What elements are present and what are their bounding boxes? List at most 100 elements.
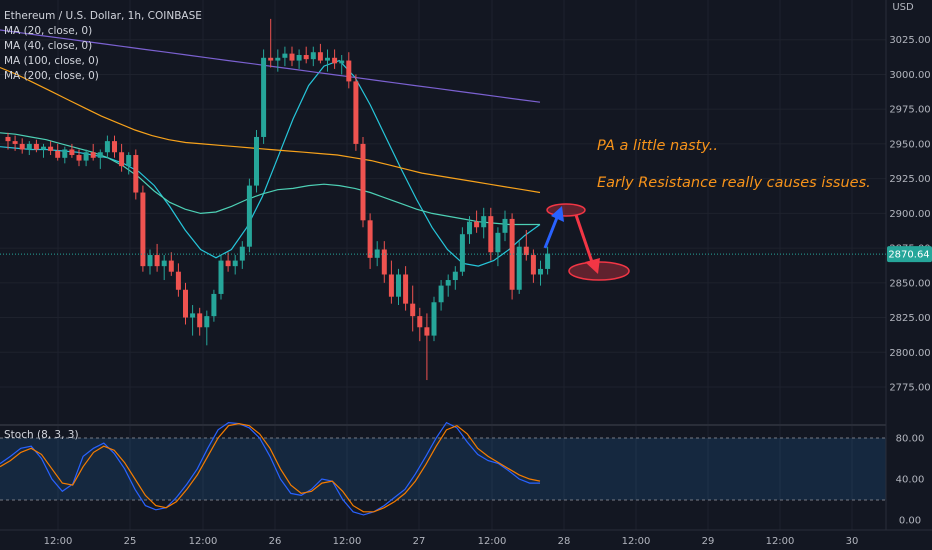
candle-up <box>232 260 238 267</box>
resistance-ellipse[interactable] <box>546 203 586 217</box>
time-tick-label: 12:00 <box>622 536 651 547</box>
ma-line <box>0 59 541 267</box>
oscillator-axis[interactable]: 80.00 40.00 0.00 <box>896 434 925 527</box>
candle-down <box>332 57 338 64</box>
candle-down <box>388 274 394 297</box>
symbol-title[interactable]: Ethereum / U.S. Dollar, 1h, COINBASE <box>4 10 202 22</box>
ma-line <box>0 132 540 226</box>
candle-up <box>161 260 167 267</box>
candle-up <box>438 285 444 303</box>
time-tick-label: 29 <box>702 536 715 547</box>
candle-up <box>204 316 210 328</box>
candle-up <box>296 55 302 61</box>
candle-down <box>530 255 536 275</box>
candle-down <box>168 260 174 272</box>
candle-up <box>62 149 68 158</box>
candle-down <box>367 220 373 258</box>
candle-down <box>112 141 117 153</box>
candle-down <box>488 216 494 253</box>
annotation-line-2[interactable]: Early Resistance really causes issues. <box>597 175 871 191</box>
candle-up <box>545 253 551 269</box>
candle-down <box>33 143 39 150</box>
candle-up <box>254 136 259 186</box>
time-tick-label: 12:00 <box>333 536 362 547</box>
last-price-value: 2870.64 <box>888 250 929 261</box>
candle-up <box>218 260 224 294</box>
time-axis[interactable]: 12:00 25 12:00 26 12:00 27 12:00 28 12:00 29 12:00… <box>44 536 859 547</box>
candle-up <box>445 280 451 286</box>
candle-down <box>48 146 54 151</box>
time-tick-label: 25 <box>124 536 137 547</box>
candle-up <box>516 246 522 290</box>
stochastic-lines <box>0 421 541 516</box>
candle-down <box>268 57 274 61</box>
price-tick-label: 2925.00 <box>889 174 930 185</box>
annotation-line-1[interactable]: PA a little nasty.. <box>597 138 718 154</box>
ma-line <box>0 29 541 103</box>
candle-up <box>325 57 330 61</box>
candlesticks <box>5 18 551 381</box>
candle-up <box>83 152 89 161</box>
candle-up <box>239 246 245 261</box>
candle-down <box>289 53 295 61</box>
candle-down <box>90 152 96 158</box>
price-axis[interactable]: 3025.00 3000.00 2975.00 2950.00 2925.00 2900.… <box>889 35 930 393</box>
time-tick-label: 30 <box>846 536 859 547</box>
candle-down <box>417 316 423 328</box>
candle-down <box>154 255 160 267</box>
candle-up <box>459 234 465 272</box>
candle-down <box>76 155 82 161</box>
candle-down <box>55 150 61 158</box>
candle-down <box>175 271 181 290</box>
price-tick-label: 2775.00 <box>889 383 930 394</box>
up-arrow-head[interactable] <box>551 206 564 222</box>
candle-down <box>183 289 188 318</box>
ma200-legend[interactable]: MA (200, close, 0) <box>4 70 99 82</box>
ma100-legend[interactable]: MA (100, close, 0) <box>4 55 99 67</box>
candle-down <box>225 260 231 267</box>
down-arrow-head[interactable] <box>585 258 600 274</box>
candle-down <box>381 249 387 275</box>
candle-down <box>523 246 529 256</box>
candle-up <box>452 271 458 281</box>
last-price-tag <box>887 246 932 263</box>
candle-down <box>12 141 18 144</box>
candle-up <box>481 216 487 228</box>
candle-up <box>396 274 401 297</box>
candle-up <box>310 52 316 60</box>
down-arrow-shaft[interactable] <box>574 214 594 263</box>
candle-up <box>374 249 380 258</box>
time-tick-label: 12:00 <box>189 536 218 547</box>
candle-up <box>261 57 267 137</box>
price-tick-label: 2900.00 <box>889 209 930 220</box>
candle-down <box>403 274 409 304</box>
candle-up <box>282 53 288 58</box>
candle-up <box>495 232 501 253</box>
stoch-d-line <box>0 422 541 513</box>
osc-tick-label: 40.00 <box>896 475 925 486</box>
stoch-legend[interactable]: Stoch (8, 3, 3) <box>4 429 79 441</box>
candle-up <box>211 293 217 317</box>
osc-tick-label: 80.00 <box>896 434 925 445</box>
candle-down <box>69 149 75 156</box>
price-tick-label: 3000.00 <box>889 70 930 81</box>
ma40-legend[interactable]: MA (40, close, 0) <box>4 40 93 52</box>
candle-up <box>467 221 472 235</box>
price-tick-label: 2825.00 <box>889 313 930 324</box>
time-tick-label: 26 <box>269 536 282 547</box>
candle-down <box>119 152 125 167</box>
candle-up <box>104 141 110 153</box>
candle-down <box>303 55 309 60</box>
ma20-legend[interactable]: MA (20, close, 0) <box>4 25 93 37</box>
candle-down <box>360 143 366 221</box>
price-grid <box>0 0 886 530</box>
candle-up <box>97 152 103 158</box>
candle-up <box>538 268 543 275</box>
candle-down <box>140 192 146 267</box>
candle-down <box>19 143 25 150</box>
up-arrow-shaft[interactable] <box>543 214 560 249</box>
candle-up <box>41 146 46 150</box>
candle-down <box>317 52 323 61</box>
stoch-k-line <box>0 421 540 516</box>
